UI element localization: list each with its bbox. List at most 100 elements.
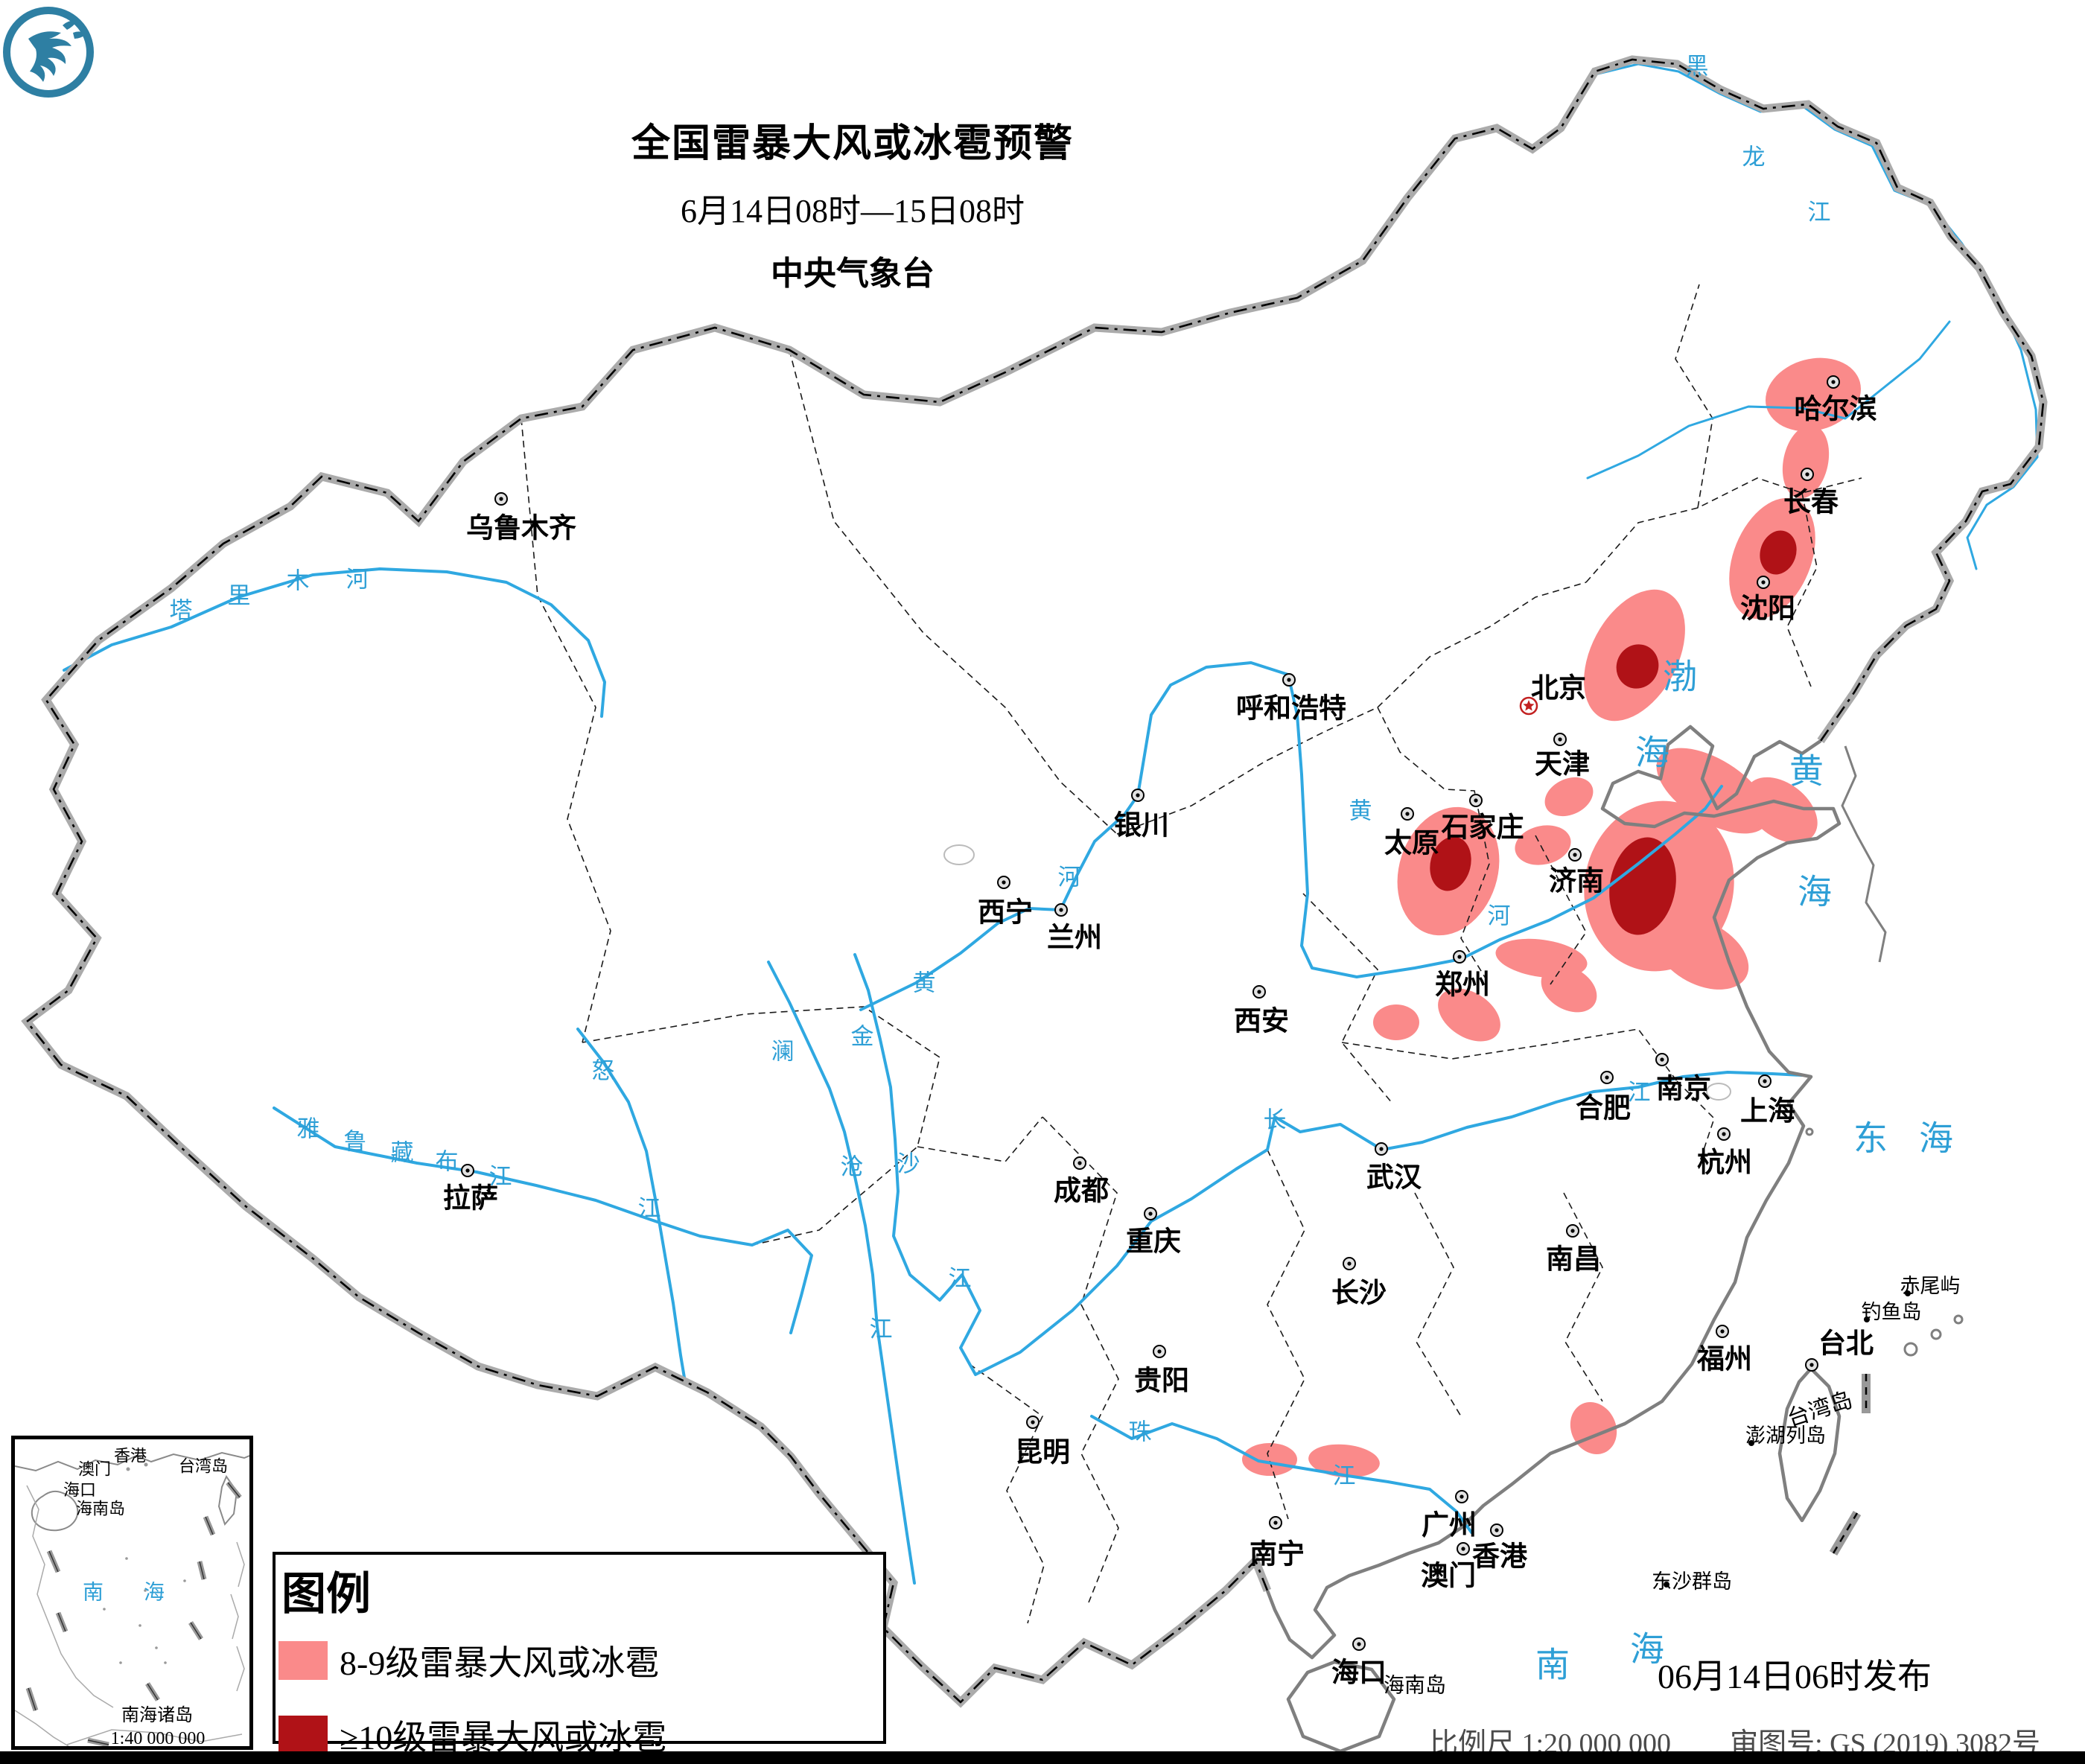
- sea-label: 南: [1535, 1646, 1570, 1684]
- capital-star-icon: [1523, 700, 1535, 711]
- city-label: 南昌: [1546, 1244, 1601, 1276]
- city-沈阳: 沈阳: [1740, 576, 1795, 625]
- river-label: 里: [228, 583, 251, 609]
- river-label: 金: [851, 1024, 874, 1050]
- city-福州: 福州: [1696, 1325, 1752, 1375]
- city-哈尔滨: 哈尔滨: [1795, 375, 1877, 425]
- city-label: 合肥: [1576, 1093, 1631, 1124]
- city-太原: 太原: [1384, 807, 1439, 859]
- city-昆明: 昆明: [1015, 1416, 1070, 1468]
- inset-label: 海南岛: [76, 1500, 125, 1518]
- capital-marker-icon: [1519, 696, 1538, 716]
- taiwan-island: [1777, 1366, 1842, 1523]
- river-label: 长: [1264, 1107, 1287, 1133]
- city-label: 重庆: [1126, 1226, 1181, 1258]
- island-dots: [1664, 1290, 1911, 1588]
- city-marker-dot: [1805, 472, 1809, 477]
- city-label: 西安: [1234, 1006, 1289, 1037]
- city-label: 成都: [1054, 1176, 1109, 1207]
- city-marker-dot: [1761, 580, 1766, 585]
- city-成都: 成都: [1054, 1156, 1109, 1207]
- city-label: 海口: [1331, 1658, 1387, 1689]
- lakes: [943, 844, 1731, 1101]
- city-长春: 长春: [1783, 468, 1839, 518]
- city-marker-dot: [1474, 798, 1478, 803]
- city-marker-dot: [1148, 1211, 1153, 1216]
- city-marker-dot: [1457, 955, 1462, 959]
- river-label: 黄: [1349, 798, 1372, 824]
- city-海口: 海口: [1331, 1637, 1387, 1689]
- river-label: 河: [1058, 865, 1081, 891]
- city-marker-dot: [1157, 1349, 1162, 1354]
- warning-area-8-9: [1656, 748, 1769, 834]
- city-label: 福州: [1696, 1344, 1752, 1375]
- city-label: 天津: [1535, 749, 1590, 780]
- city-label: 南京: [1656, 1074, 1711, 1105]
- city-marker-dot: [1722, 1132, 1726, 1136]
- map-frame-bottom: [0, 1751, 2085, 1764]
- legend-swatch-8-9: [278, 1641, 328, 1680]
- inset-label: 澳门: [78, 1460, 111, 1479]
- warning-area-10plus: [1616, 644, 1659, 689]
- inset-label: 台湾岛: [179, 1457, 228, 1476]
- river-lancang: [767, 961, 916, 1585]
- city-label: 呼和浩特: [1236, 693, 1346, 725]
- sea-label: 海: [1630, 1631, 1664, 1669]
- sea-label: 海: [1635, 734, 1669, 772]
- city-marker-dot: [1273, 1521, 1278, 1525]
- city-label: 太原: [1384, 828, 1439, 859]
- city-marker-dot: [1347, 1261, 1352, 1266]
- warning-area-8-9: [1373, 1004, 1419, 1040]
- river-label: 鲁: [344, 1129, 367, 1155]
- city-label: 银川: [1114, 810, 1169, 841]
- city-marker-dot: [499, 497, 503, 501]
- legend-item-2: ≥10级雷暴大风或冰雹: [278, 1710, 883, 1760]
- city-label: 兰州: [1047, 923, 1102, 954]
- river-nu: [576, 1028, 687, 1384]
- legend-label-8-9: 8-9级雷暴大风或冰雹: [340, 1644, 660, 1682]
- river-label: 江: [489, 1164, 512, 1190]
- city-澳门: 澳门: [1421, 1542, 1476, 1592]
- city-广州: 广州: [1422, 1490, 1477, 1541]
- city-marker-dot: [1287, 678, 1291, 682]
- city-marker-dot: [1809, 1363, 1814, 1367]
- river-pearl: [1090, 1415, 1473, 1534]
- city-天津: 天津: [1535, 733, 1590, 780]
- city-marker-dot: [1831, 380, 1836, 384]
- river-label: 江: [949, 1266, 972, 1292]
- warning-area-8-9: [1242, 1443, 1297, 1476]
- inset-label: 海: [144, 1581, 165, 1605]
- city-label: 拉萨: [443, 1183, 498, 1214]
- inset-label: 香港: [114, 1447, 147, 1465]
- warning-area-8-9: [1308, 1444, 1380, 1478]
- city-label: 沈阳: [1740, 593, 1795, 625]
- city-marker-dot: [1558, 737, 1562, 742]
- river-label: 河: [1488, 903, 1511, 929]
- city-南宁: 南宁: [1250, 1516, 1305, 1570]
- city-marker-dot: [1570, 1229, 1575, 1233]
- city-石家庄: 石家庄: [1441, 794, 1524, 844]
- province-boundaries: [521, 284, 1862, 1624]
- city-贵阳: 贵阳: [1134, 1345, 1189, 1397]
- city-南昌: 南昌: [1546, 1224, 1601, 1276]
- city-marker-dot: [1257, 990, 1261, 994]
- river-label: 沙: [897, 1151, 920, 1177]
- warning-area-8-9: [1544, 777, 1594, 817]
- city-label: 香港: [1472, 1541, 1528, 1573]
- city-marker-dot: [1136, 793, 1140, 797]
- river-label: 珠: [1129, 1419, 1152, 1445]
- release-time: 06月14日06时发布: [1658, 1658, 1932, 1695]
- city-label: 郑州: [1435, 969, 1490, 1001]
- city-marker-dot: [1720, 1329, 1725, 1334]
- river-label: 布: [436, 1149, 459, 1175]
- river-label: 河: [346, 567, 369, 593]
- korea-coast: [1841, 745, 1887, 963]
- city-拉萨: 拉萨: [443, 1164, 498, 1214]
- city-marker-dot: [1660, 1057, 1664, 1062]
- city-label: 台北: [1818, 1328, 1874, 1360]
- city-长沙: 长沙: [1331, 1257, 1387, 1309]
- island-label: 海南岛: [1384, 1674, 1446, 1698]
- island-label: 钓鱼岛: [1862, 1301, 1922, 1323]
